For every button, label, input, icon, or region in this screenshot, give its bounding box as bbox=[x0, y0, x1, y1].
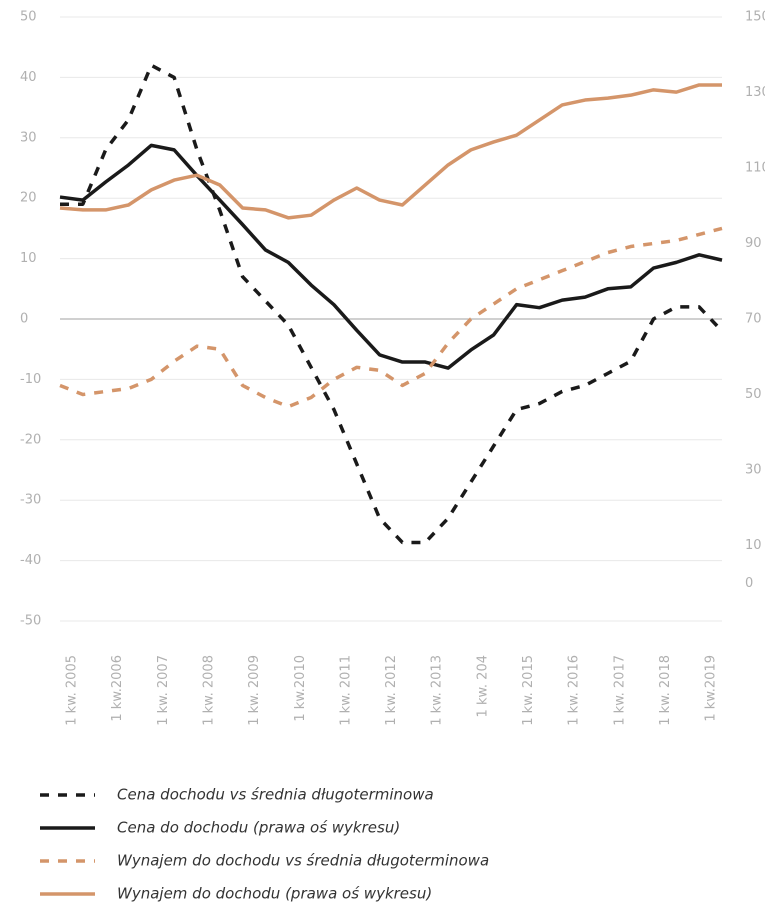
y2-tick-label: 130 bbox=[745, 85, 765, 100]
y2-tick-label: 90 bbox=[745, 236, 762, 251]
y2-tick-label: 0 bbox=[745, 576, 753, 591]
series-line bbox=[60, 63, 724, 545]
y-tick-label: 0 bbox=[20, 312, 28, 327]
series-line bbox=[59, 143, 723, 370]
x-tick-label: 1 kw. 2008 bbox=[201, 655, 216, 726]
y-tick-label: 10 bbox=[20, 251, 37, 266]
y-tick-label: -50 bbox=[20, 614, 41, 629]
x-tick-label: 1 kw. 2009 bbox=[247, 655, 262, 726]
x-tick-label: 1 kw. 2012 bbox=[384, 655, 399, 726]
x-tick-label: 1 kw. 2018 bbox=[658, 655, 673, 726]
y2-tick-label: 110 bbox=[745, 161, 765, 176]
y-tick-label: -10 bbox=[20, 372, 41, 387]
x-tick-label: 1 kw.2010 bbox=[293, 655, 308, 722]
y-tick-label: -30 bbox=[20, 493, 41, 508]
x-tick-label: 1 kw. 204 bbox=[475, 655, 490, 717]
y-tick-label: 40 bbox=[20, 70, 37, 85]
legend-label: Cena do dochodu (prawa oś wykresu) bbox=[117, 819, 400, 837]
y-tick-label: 30 bbox=[20, 130, 37, 145]
y-tick-label: -40 bbox=[20, 553, 41, 568]
x-tick-label: 1 kw. 2015 bbox=[521, 655, 536, 726]
x-tick-label: 1 kw. 2007 bbox=[156, 655, 171, 726]
x-tick-label: 1 kw. 2013 bbox=[430, 655, 445, 726]
y2-tick-label: 70 bbox=[745, 312, 762, 327]
x-tick-label: 1 kw.2019 bbox=[704, 655, 719, 722]
y2-tick-label: 50 bbox=[745, 387, 762, 402]
y2-tick-label: 10 bbox=[745, 538, 762, 553]
series-line bbox=[59, 226, 723, 409]
x-tick-label: 1 kw. 2011 bbox=[338, 655, 353, 726]
y2-tick-label: 30 bbox=[745, 463, 762, 478]
x-tick-label: 1 kw.2006 bbox=[110, 655, 125, 722]
x-tick-label: 1 kw. 2017 bbox=[612, 655, 627, 726]
legend-label: Wynajem do dochodu vs średnia długotermi… bbox=[117, 852, 489, 870]
y-tick-label: 20 bbox=[20, 191, 37, 206]
y-tick-label: 50 bbox=[20, 10, 37, 25]
y2-tick-label: 150 bbox=[745, 10, 765, 25]
x-tick-label: 1 kw. 2005 bbox=[65, 655, 80, 726]
y-tick-label: -20 bbox=[20, 432, 41, 447]
series-line bbox=[59, 83, 722, 220]
legend-label: Wynajem do dochodu (prawa oś wykresu) bbox=[117, 885, 432, 903]
legend-label: Cena dochodu vs średnia długoterminowa bbox=[117, 786, 434, 804]
x-tick-label: 1 kw. 2016 bbox=[567, 655, 582, 726]
